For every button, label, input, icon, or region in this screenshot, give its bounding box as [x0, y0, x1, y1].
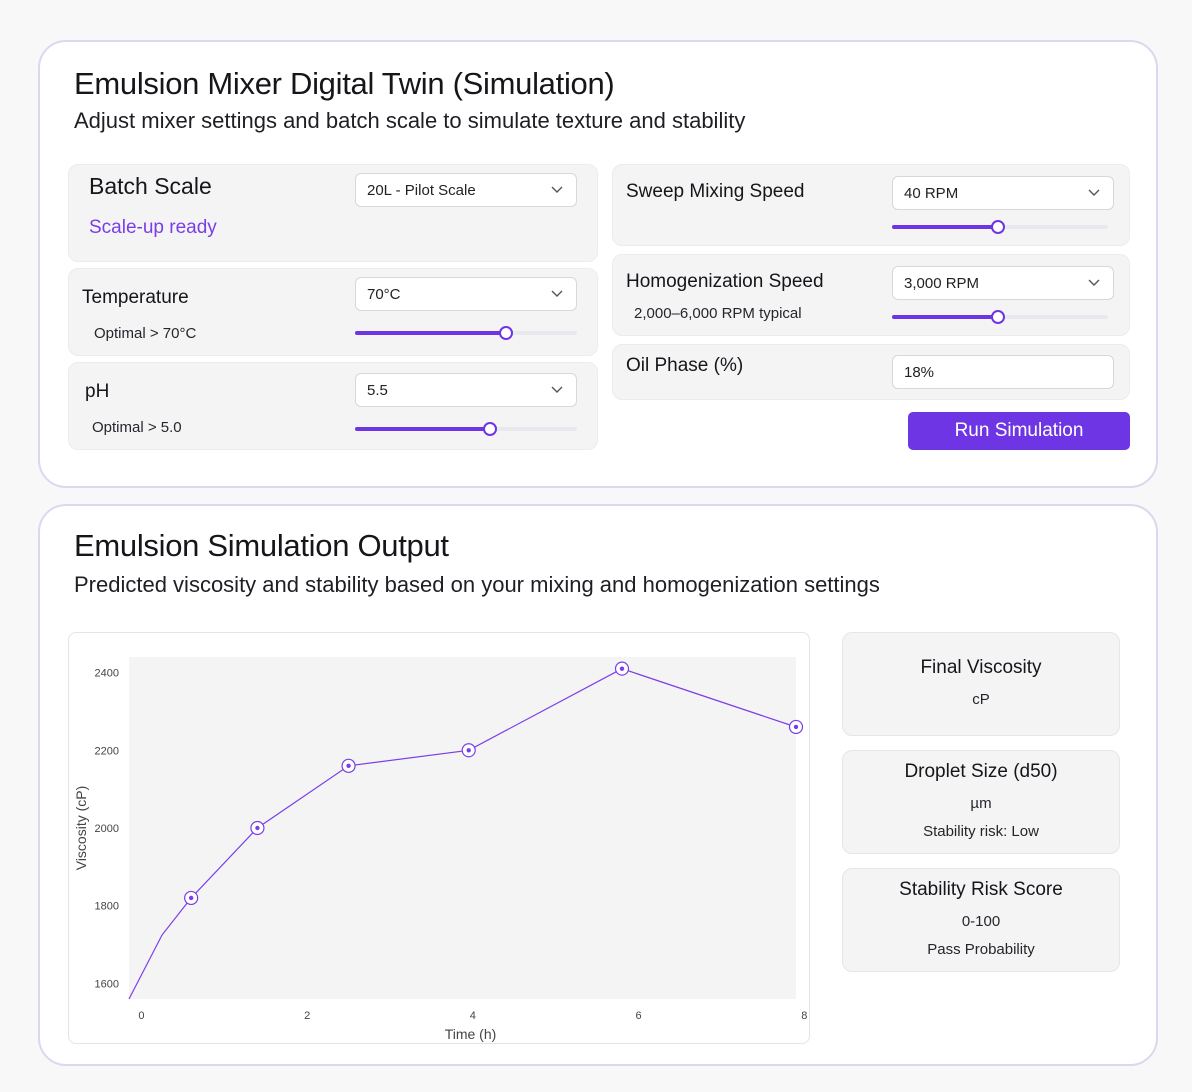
x-tick-label: 6	[636, 1010, 642, 1022]
chevron-down-icon	[1088, 189, 1100, 196]
scale-status-text: Scale-up ready	[89, 217, 217, 238]
temperature-label: Temperature	[82, 287, 189, 308]
batch-scale-label: Batch Scale	[89, 173, 212, 199]
droplet-size-card: Droplet Size (d50) µm Stability risk: Lo…	[842, 750, 1120, 854]
homogenization-select[interactable]: 3,000 RPM	[892, 266, 1114, 300]
temperature-panel: Temperature Optimal > 70°C 70°C	[68, 268, 598, 356]
y-tick-label: 2400	[95, 668, 119, 680]
data-point-center	[619, 666, 625, 671]
chevron-down-icon	[1088, 279, 1100, 286]
ph-hint: Optimal > 5.0	[92, 419, 182, 436]
final-viscosity-card: Final Viscosity cP	[842, 632, 1120, 736]
metric-title: Stability Risk Score	[899, 879, 1063, 900]
oil-phase-input[interactable]: 18%	[892, 355, 1114, 389]
temperature-hint: Optimal > 70°C	[94, 325, 197, 342]
temperature-value: 70°C	[367, 286, 401, 303]
output-card: Emulsion Simulation Output Predicted vis…	[38, 504, 1158, 1066]
x-tick-label: 4	[470, 1010, 476, 1022]
x-tick-label: 8	[801, 1010, 807, 1022]
temperature-select[interactable]: 70°C	[355, 277, 577, 311]
sweep-speed-panel: Sweep Mixing Speed 40 RPM	[612, 164, 1130, 246]
ph-slider[interactable]	[355, 422, 577, 436]
homogenization-panel: Homogenization Speed 2,000–6,000 RPM typ…	[612, 254, 1130, 336]
controls-card: Emulsion Mixer Digital Twin (Simulation)…	[38, 40, 1158, 488]
y-tick-label: 2200	[95, 745, 119, 757]
metric-unit: µm	[970, 795, 992, 812]
output-subtitle: Predicted viscosity and stability based …	[74, 572, 880, 597]
ph-panel: pH Optimal > 5.0 5.5	[68, 362, 598, 450]
slider-thumb[interactable]	[990, 310, 1005, 324]
y-tick-label: 2000	[95, 823, 119, 835]
chevron-down-icon	[551, 186, 563, 193]
metric-subtext: Pass Probability	[927, 941, 1035, 958]
data-point-center	[346, 763, 351, 769]
data-point-center	[793, 724, 799, 730]
metric-title: Droplet Size (d50)	[904, 761, 1058, 782]
x-axis-label: Time (h)	[445, 1026, 497, 1042]
chevron-down-icon	[551, 386, 563, 393]
batch-scale-value: 20L - Pilot Scale	[367, 182, 476, 199]
homogenization-value: 3,000 RPM	[904, 275, 980, 292]
y-tick-label: 1800	[95, 901, 119, 913]
sweep-speed-value: 40 RPM	[904, 185, 959, 202]
oil-phase-label: Oil Phase (%)	[626, 355, 744, 376]
sweep-speed-select[interactable]: 40 RPM	[892, 176, 1114, 210]
stability-risk-card: Stability Risk Score 0-100 Pass Probabil…	[842, 868, 1120, 972]
metric-status: Stability risk: Low	[923, 823, 1039, 840]
data-point-center	[255, 825, 260, 831]
metric-title: Final Viscosity	[920, 657, 1042, 678]
output-title: Emulsion Simulation Output	[74, 528, 449, 563]
slider-thumb[interactable]	[483, 422, 498, 436]
page-subtitle: Adjust mixer settings and batch scale to…	[74, 108, 746, 133]
viscosity-series-line	[128, 668, 797, 1000]
x-tick-label: 2	[304, 1010, 310, 1022]
viscosity-chart: 1600 1800 2000 2200 2400 0 2 4 6 8 Time (h) Viscosi…	[73, 657, 807, 1042]
temperature-slider[interactable]	[355, 326, 577, 340]
metric-unit: cP	[972, 691, 990, 708]
ph-select[interactable]: 5.5	[355, 373, 577, 407]
homogenization-slider[interactable]	[892, 310, 1108, 324]
data-point-center	[188, 895, 194, 901]
viscosity-chart-panel: 1600 1800 2000 2200 2400 0 2 4 6 8 Time (h) Viscosi…	[68, 632, 810, 1044]
slider-thumb[interactable]	[990, 220, 1005, 234]
ph-value: 5.5	[367, 382, 388, 399]
batch-scale-panel: Batch Scale Scale-up ready 20L - Pilot S…	[68, 164, 598, 262]
oil-phase-panel: Oil Phase (%) 18%	[612, 344, 1130, 400]
slider-thumb[interactable]	[498, 326, 513, 340]
metric-range: 0-100	[961, 913, 1001, 930]
plot-area	[129, 657, 796, 999]
data-point-center	[466, 748, 471, 753]
sweep-speed-label: Sweep Mixing Speed	[626, 181, 805, 202]
ph-label: pH	[85, 381, 110, 402]
homogenization-hint: 2,000–6,000 RPM typical	[634, 305, 802, 322]
batch-scale-select[interactable]: 20L - Pilot Scale	[355, 173, 577, 207]
x-tick-label: 0	[138, 1010, 144, 1022]
homogenization-label: Homogenization Speed	[626, 271, 824, 292]
run-simulation-button[interactable]: Run Simulation	[908, 412, 1130, 450]
chevron-down-icon	[551, 290, 563, 297]
y-tick-label: 1600	[95, 978, 119, 990]
y-axis-label: Viscosity (cP)	[73, 786, 89, 871]
page-title: Emulsion Mixer Digital Twin (Simulation)	[74, 66, 615, 101]
sweep-speed-slider[interactable]	[892, 220, 1108, 234]
